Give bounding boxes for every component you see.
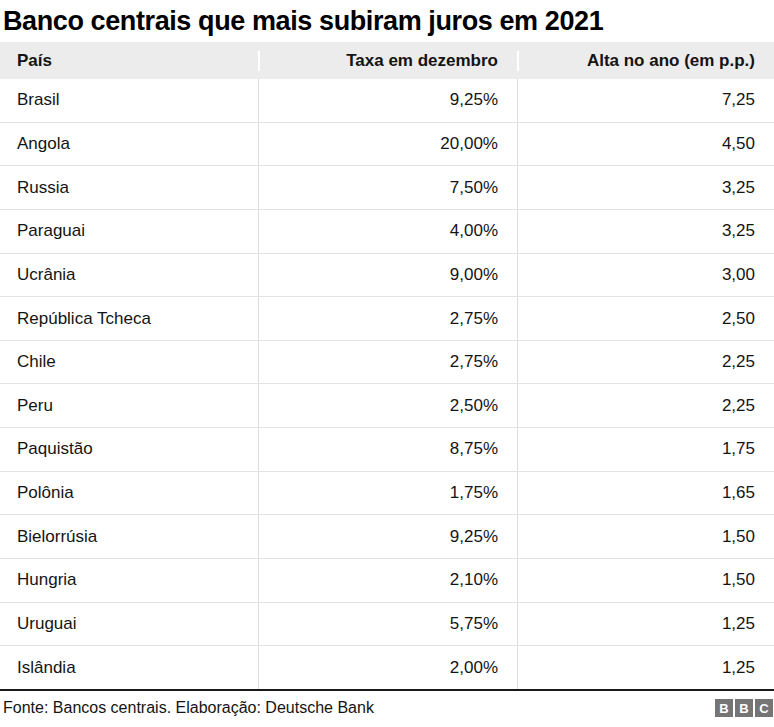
rise-cell: 3,25: [517, 210, 774, 253]
rise-cell: 3,25: [517, 166, 774, 209]
column-header-country: País: [0, 51, 258, 71]
country-cell: República Tcheca: [0, 309, 258, 329]
rate-cell: 2,00%: [258, 646, 517, 689]
rise-cell: 1,25: [517, 646, 774, 689]
bbc-logo-letter: C: [755, 699, 773, 717]
table-body: Brasil 9,25% 7,25 Angola 20,00% 4,50 Rus…: [0, 79, 774, 689]
bbc-logo: B B C: [715, 699, 773, 717]
table-row: Uruguai 5,75% 1,25: [0, 603, 774, 647]
rise-cell: 2,25: [517, 384, 774, 427]
table-row: Angola 20,00% 4,50: [0, 123, 774, 167]
country-cell: Angola: [0, 134, 258, 154]
rise-cell: 7,25: [517, 79, 774, 122]
rate-cell: 20,00%: [258, 123, 517, 166]
rise-cell: 1,50: [517, 515, 774, 558]
bbc-logo-letter: B: [715, 699, 733, 717]
rise-cell: 4,50: [517, 123, 774, 166]
rise-cell: 1,65: [517, 472, 774, 515]
rate-cell: 7,50%: [258, 166, 517, 209]
rate-cell: 9,00%: [258, 254, 517, 297]
rate-cell: 2,75%: [258, 341, 517, 384]
rate-cell: 8,75%: [258, 428, 517, 471]
rise-cell: 1,25: [517, 603, 774, 646]
rise-cell: 3,00: [517, 254, 774, 297]
table-row: Hungria 2,10% 1,50: [0, 559, 774, 603]
table-row: Peru 2,50% 2,25: [0, 384, 774, 428]
column-header-rise: Alta no ano (em p.p.): [517, 51, 774, 71]
rise-cell: 2,50: [517, 297, 774, 340]
country-cell: Uruguai: [0, 614, 258, 634]
country-cell: Chile: [0, 352, 258, 372]
table-row: Brasil 9,25% 7,25: [0, 79, 774, 123]
table-row: Islândia 2,00% 1,25: [0, 646, 774, 689]
country-cell: Brasil: [0, 90, 258, 110]
rate-cell: 2,50%: [258, 384, 517, 427]
table-row: Paquistão 8,75% 1,75: [0, 428, 774, 472]
table-row: Chile 2,75% 2,25: [0, 341, 774, 385]
country-cell: Polônia: [0, 483, 258, 503]
page-title: Banco centrais que mais subiram juros em…: [3, 5, 774, 42]
infographic: Banco centrais que mais subiram juros em…: [0, 0, 774, 727]
rise-cell: 1,50: [517, 559, 774, 602]
country-cell: Paquistão: [0, 439, 258, 459]
country-cell: Russia: [0, 178, 258, 198]
country-cell: Islândia: [0, 658, 258, 678]
rate-cell: 9,25%: [258, 515, 517, 558]
table-row: Paraguai 4,00% 3,25: [0, 210, 774, 254]
rate-cell: 4,00%: [258, 210, 517, 253]
country-cell: Hungria: [0, 570, 258, 590]
rate-cell: 5,75%: [258, 603, 517, 646]
bbc-logo-letter: B: [735, 699, 753, 717]
rise-cell: 2,25: [517, 341, 774, 384]
rate-cell: 2,10%: [258, 559, 517, 602]
rate-cell: 1,75%: [258, 472, 517, 515]
country-cell: Paraguai: [0, 221, 258, 241]
table-row: Russia 7,50% 3,25: [0, 166, 774, 210]
table-row: Polônia 1,75% 1,65: [0, 472, 774, 516]
table-row: República Tcheca 2,75% 2,50: [0, 297, 774, 341]
country-cell: Bielorrúsia: [0, 527, 258, 547]
table-row: Ucrânia 9,00% 3,00: [0, 254, 774, 298]
table-header-row: País Taxa em dezembro Alta no ano (em p.…: [0, 42, 774, 79]
rate-cell: 9,25%: [258, 79, 517, 122]
source-text: Fonte: Bancos centrais. Elaboração: Deut…: [3, 699, 374, 717]
footer: Fonte: Bancos centrais. Elaboração: Deut…: [0, 691, 774, 727]
table-row: Bielorrúsia 9,25% 1,50: [0, 515, 774, 559]
rise-cell: 1,75: [517, 428, 774, 471]
country-cell: Ucrânia: [0, 265, 258, 285]
rate-cell: 2,75%: [258, 297, 517, 340]
column-header-rate: Taxa em dezembro: [258, 51, 517, 71]
country-cell: Peru: [0, 396, 258, 416]
